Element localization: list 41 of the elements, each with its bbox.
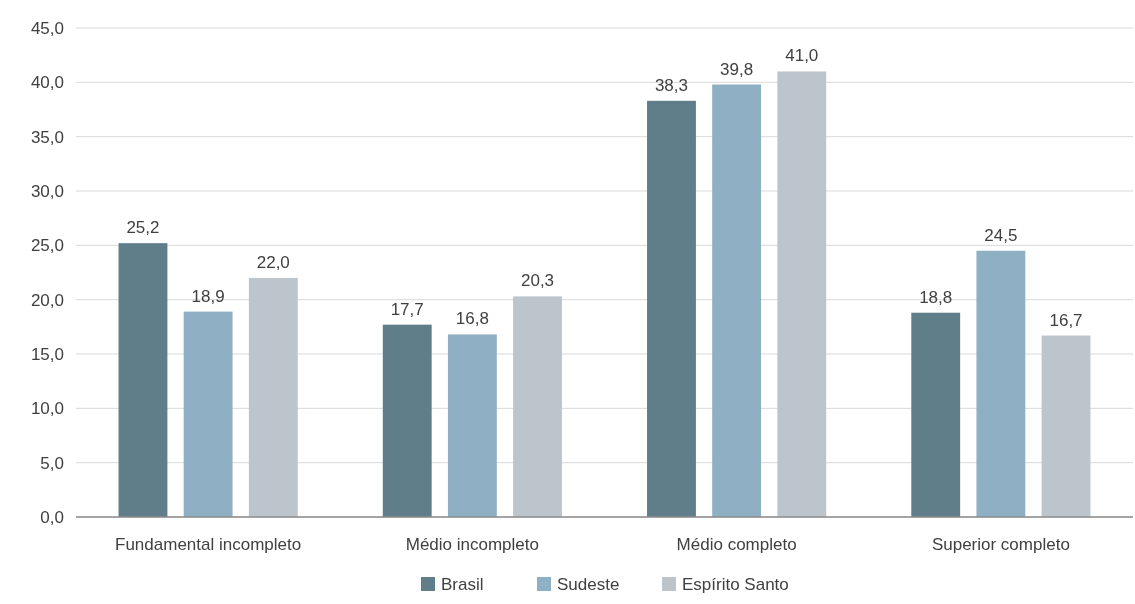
- bar: [777, 71, 827, 517]
- x-tick-label: Superior completo: [931, 535, 1070, 554]
- y-tick-label: 35,0: [30, 127, 64, 147]
- bar: [1041, 335, 1091, 517]
- y-tick-label: 45,0: [30, 19, 64, 38]
- data-label: 22,0: [256, 252, 290, 272]
- data-label: 20,3: [520, 271, 555, 291]
- bar: [911, 312, 961, 517]
- y-tick-label: 25,0: [30, 236, 64, 256]
- y-tick-label: 15,0: [30, 345, 64, 364]
- data-label: 38,3: [654, 75, 689, 95]
- legend-label: Sudeste: [557, 575, 620, 594]
- bar: [382, 324, 432, 517]
- legend-label: Brasil: [441, 575, 484, 594]
- bar: [513, 296, 562, 517]
- data-label: 17,7: [390, 299, 424, 319]
- bar: [712, 84, 762, 517]
- data-label: 24,5: [984, 225, 1018, 245]
- y-tick-label: 0,0: [40, 508, 64, 527]
- bar: [976, 250, 1026, 517]
- y-tick-label: 5,0: [40, 453, 64, 473]
- x-tick-label: Fundamental incompleto: [115, 535, 302, 554]
- bar: [647, 100, 696, 517]
- y-tick-label: 40,0: [30, 73, 64, 93]
- bar: [183, 311, 233, 517]
- y-tick-label: 10,0: [30, 399, 64, 419]
- bar: [447, 334, 497, 517]
- data-label: 25,2: [126, 218, 160, 238]
- bar: [118, 243, 168, 517]
- y-tick-label: 20,0: [30, 290, 64, 310]
- data-label: 16,7: [1049, 310, 1083, 330]
- x-tick-label: Médio incompleto: [405, 535, 539, 554]
- x-tick-label: Médio completo: [676, 535, 797, 554]
- data-label: 18,8: [919, 287, 953, 307]
- data-label: 41,0: [785, 46, 819, 66]
- y-tick-label: 30,0: [30, 182, 64, 201]
- data-label: 39,8: [720, 59, 754, 79]
- data-label: 18,9: [191, 286, 225, 306]
- legend-label: Espírito Santo: [682, 575, 789, 594]
- data-label: 16,8: [455, 309, 489, 329]
- bar: [248, 277, 298, 517]
